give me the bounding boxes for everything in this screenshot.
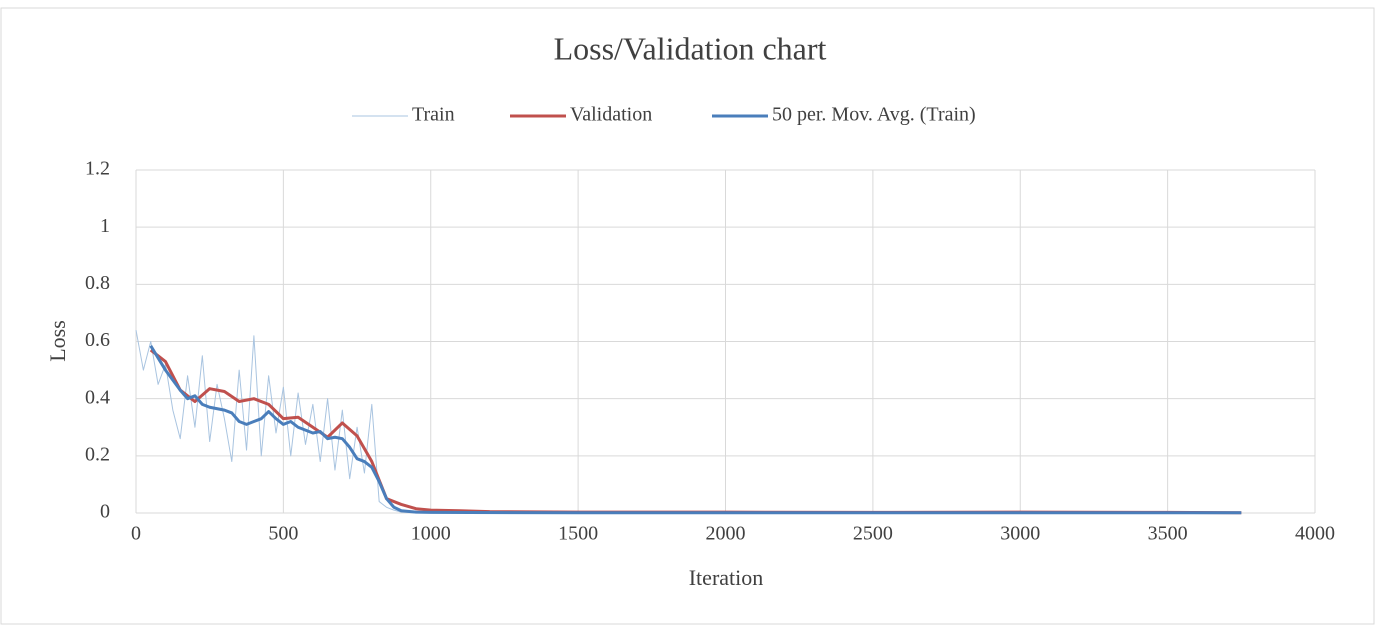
y-axis-label: Loss <box>45 320 70 362</box>
legend-label: Train <box>412 104 455 126</box>
y-tick-label: 0 <box>100 501 110 523</box>
y-tick-label: 1 <box>100 215 110 237</box>
series-line <box>149 345 1242 515</box>
x-axis-label: Iteration <box>689 565 764 590</box>
chart-title: Loss/Validation chart <box>554 30 827 66</box>
x-tick-label: 0 <box>131 523 141 545</box>
x-tick-label: 1500 <box>558 523 598 545</box>
x-tick-label: 3000 <box>1000 523 1040 545</box>
x-tick-label: 2000 <box>706 523 746 545</box>
legend-label: Validation <box>570 104 652 126</box>
y-tick-label: 0.4 <box>85 386 110 408</box>
y-tick-label: 0.2 <box>85 443 110 465</box>
x-tick-label: 4000 <box>1295 523 1335 545</box>
y-tick-label: 0.6 <box>85 329 110 351</box>
x-tick-label: 500 <box>268 523 298 545</box>
x-tick-label: 2500 <box>853 523 893 545</box>
x-tick-label: 1000 <box>411 523 451 545</box>
y-tick-label: 1.2 <box>85 158 110 180</box>
legend-label: 50 per. Mov. Avg. (Train) <box>772 104 976 126</box>
chart-frame <box>0 7 1375 625</box>
x-tick-label: 3500 <box>1148 523 1188 545</box>
y-tick-label: 0.8 <box>85 272 110 294</box>
